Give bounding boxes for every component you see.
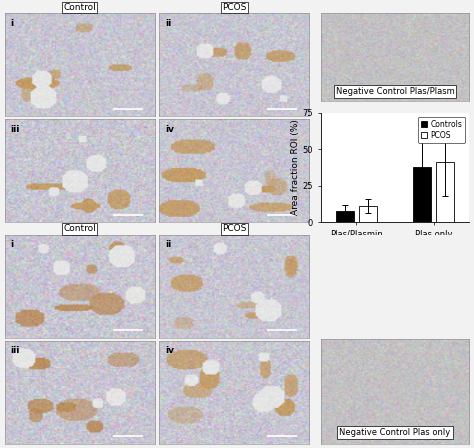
Text: PCOS: PCOS	[222, 224, 246, 233]
Text: iv: iv	[165, 125, 174, 134]
Bar	[336, 211, 354, 222]
Text: Control: Control	[64, 224, 96, 233]
Text: Negative Control Plas/Plasm: Negative Control Plas/Plasm	[336, 87, 455, 96]
Text: i: i	[11, 240, 14, 249]
Text: Control: Control	[64, 3, 96, 12]
Legend: Controls, PCOS: Controls, PCOS	[418, 116, 465, 142]
Y-axis label: Area fraction ROI (%): Area fraction ROI (%)	[291, 120, 300, 215]
Text: Negative Control Plas only: Negative Control Plas only	[339, 428, 451, 437]
Bar	[359, 206, 377, 222]
Text: iii: iii	[11, 125, 20, 134]
Text: ii: ii	[165, 18, 172, 28]
Text: iv: iv	[165, 346, 174, 355]
Text: i: i	[11, 18, 14, 28]
Bar	[436, 162, 455, 222]
Text: ii: ii	[165, 240, 172, 249]
Text: iii: iii	[11, 346, 20, 355]
Text: PCOS: PCOS	[222, 3, 246, 12]
Bar	[413, 167, 431, 222]
